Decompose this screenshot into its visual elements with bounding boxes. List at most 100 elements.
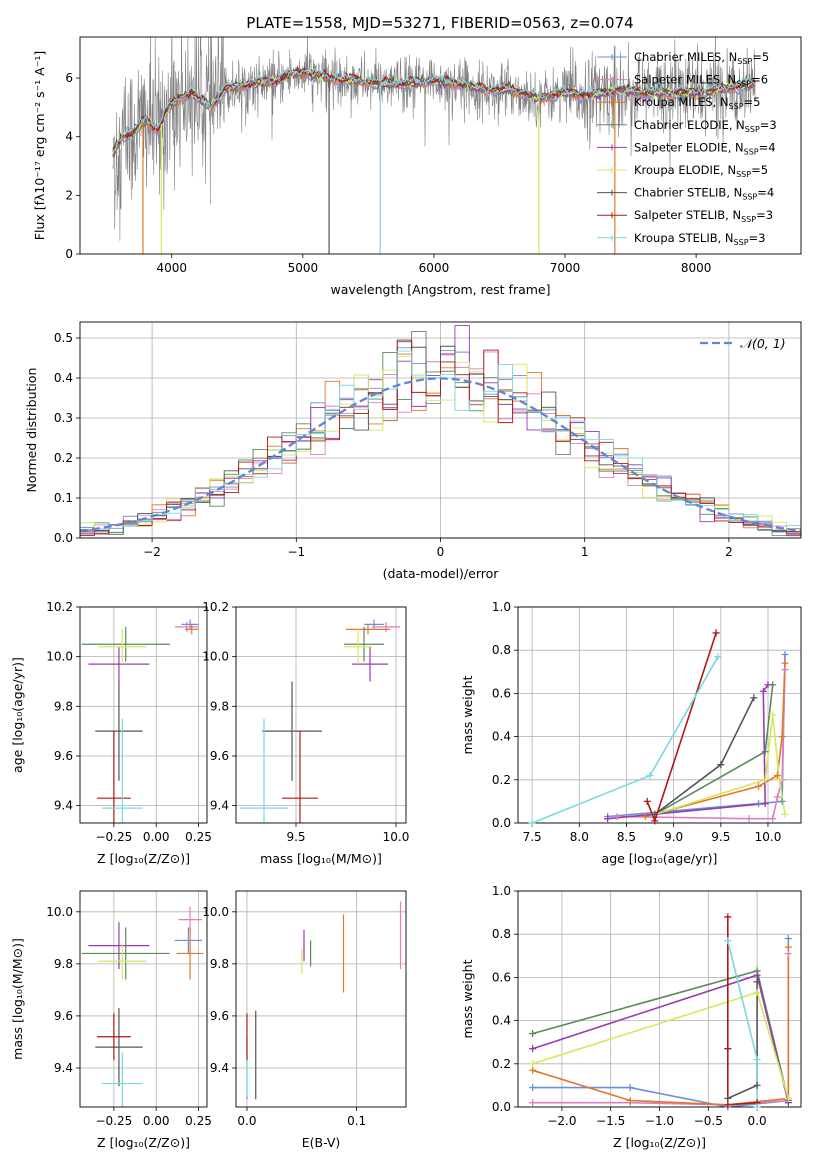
y-tick-label: 9.8	[54, 957, 73, 971]
series-marker	[753, 1081, 761, 1089]
legend-subscript: SSP	[745, 125, 760, 134]
series-marker	[651, 810, 659, 818]
plot-area-mass_vs_ebv	[246, 901, 402, 1100]
series-marker	[753, 1055, 761, 1063]
series-marker	[529, 1066, 537, 1074]
axes-spectrum: 4000 5000 6000 7000 8000 0 2 4 6 wavelength [Angs…	[32, 36, 802, 297]
y-tick-label: 10.0	[202, 650, 229, 664]
x-axis-label: age [log₁₀(age/yr)]	[602, 851, 718, 866]
x-tick-label: 0	[437, 545, 445, 559]
axes-age_vs_Z: −0.25 0.00 0.25 9.4 9.6 9.8 10.0 10.2 Z [log₁₀(Z…	[10, 600, 212, 866]
series-marker	[724, 937, 732, 945]
x-tick-label: −1.0	[645, 1114, 674, 1128]
axes-residuals: −2 −1 0 1 2 0.0 0.1 0.2 0.3 0.4 0.5 (data-model)/er…	[24, 321, 802, 581]
plot-area-age_vs_Z	[81, 619, 199, 823]
series-marker	[781, 810, 789, 818]
x-tick-label: −1.5	[596, 1114, 625, 1128]
x-tick-label: 0.1	[347, 1114, 366, 1128]
y-tick-label: 10.2	[202, 600, 229, 614]
series-marker	[745, 815, 753, 823]
x-axis-label: E(B-V)	[302, 1135, 341, 1150]
series-marker	[750, 694, 758, 702]
series-marker	[529, 1084, 537, 1092]
series-marker	[613, 813, 621, 821]
legend-suffix: =5	[744, 95, 761, 109]
y-tick-label: 9.4	[210, 1061, 229, 1075]
model-spectrum-line	[112, 67, 756, 149]
x-tick-label: −2.0	[547, 1114, 576, 1128]
y-tick-label: 10.0	[46, 650, 73, 664]
series-marker	[761, 748, 769, 756]
series-marker	[626, 1084, 634, 1092]
series-marker	[755, 800, 763, 808]
x-tick-label: 9.0	[664, 830, 683, 844]
weight-series-line	[532, 947, 790, 1106]
x-tick-label: 6000	[419, 261, 450, 275]
x-tick-label: 9.5	[286, 830, 305, 844]
x-tick-label: 10.0	[383, 830, 410, 844]
y-tick-label: 9.6	[54, 749, 73, 763]
plot-area-weight_vs_Z	[532, 916, 790, 1107]
x-tick-label: 7000	[550, 261, 581, 275]
x-tick-label: 5000	[288, 261, 319, 275]
legend-subscript: SSP	[741, 215, 756, 224]
x-tick-label: 0.25	[185, 830, 212, 844]
y-axis-label: mass weight	[460, 959, 475, 1038]
legend-subscript: SSP	[736, 170, 751, 179]
y-tick-label: 10.0	[202, 905, 229, 919]
normal-curve-line	[80, 377, 801, 533]
legend-subscript: SSP	[734, 238, 749, 247]
weight-series-line	[531, 656, 719, 823]
y-tick-label: 0.4	[492, 1014, 511, 1028]
axes-age_vs_mass: 9.5 10.0 9.4 9.6 9.8 10.0 10.2 mass [log₁₀(M/M⊙…	[202, 600, 410, 866]
legend-label: 𝒩(0, 1)	[740, 336, 786, 351]
series-marker	[529, 1099, 537, 1107]
x-tick-label: −0.25	[95, 1114, 132, 1128]
x-tick-label: −1	[287, 545, 305, 559]
x-axis-label: Z [log₁₀(Z/Z⊙)]	[97, 851, 190, 866]
axes-frame	[517, 890, 802, 1108]
series-marker	[528, 819, 536, 827]
axes-frame	[79, 36, 802, 255]
series-marker	[781, 659, 789, 667]
legend-label: Salpeter MILES, NSSP=6	[634, 73, 768, 89]
model-spectrum-line	[112, 67, 756, 152]
y-axis-label: mass [log₁₀(M/M⊙)]	[10, 938, 25, 1060]
legend: Chabrier MILES, NSSP=5 Salpeter MILES, NS…	[597, 50, 777, 247]
x-tick-label: 8.0	[570, 830, 589, 844]
x-tick-label: −0.5	[694, 1114, 723, 1128]
legend: 𝒩(0, 1)	[700, 336, 786, 351]
y-tick-label: 2	[65, 188, 73, 202]
series-marker	[769, 711, 777, 719]
x-tick-label: 4000	[156, 261, 187, 275]
series-marker	[712, 629, 720, 637]
axes-frame	[517, 606, 802, 824]
series-marker	[759, 687, 767, 695]
chart-title: PLATE=1558, MJD=53271, FIBERID=0563, z=0…	[246, 14, 633, 32]
series-marker	[646, 771, 654, 779]
y-tick-label: 9.6	[54, 1009, 73, 1023]
axes-weight_vs_age: 7.5 8.0 8.5 9.0 9.5 10.0 0.0 0.2 0.4 0.6 0.8 1.0 age…	[460, 600, 802, 866]
series-marker	[784, 943, 792, 951]
weight-series-line	[654, 684, 774, 816]
x-axis-label: mass [log₁₀(M/M⊙)]	[260, 851, 382, 866]
y-tick-label: 0.8	[492, 643, 511, 657]
legend-suffix: =6	[751, 73, 768, 87]
series-marker	[714, 653, 722, 661]
x-axis-label: (data-model)/error	[383, 566, 500, 581]
series-marker	[717, 761, 725, 769]
legend-subscript: SSP	[744, 147, 759, 156]
legend-label: Chabrier ELODIE, NSSP=3	[634, 118, 777, 134]
x-tick-label: 7.5	[523, 830, 542, 844]
x-tick-label: 0.0	[748, 1114, 767, 1128]
y-tick-label: 9.8	[210, 957, 229, 971]
y-tick-label: 9.6	[210, 1009, 229, 1023]
series-marker	[753, 1103, 761, 1111]
series-marker	[724, 913, 732, 921]
series-marker	[773, 771, 781, 779]
y-tick-label: 9.4	[54, 1061, 73, 1075]
y-axis-label: Flux [fλ10⁻¹⁷ erg cm⁻² s⁻¹ A⁻¹]	[32, 51, 47, 240]
y-tick-label: 9.6	[210, 749, 229, 763]
axes-frame	[79, 606, 208, 824]
axes-mass_vs_Z: −0.25 0.00 0.25 9.4 9.6 9.8 10.0 Z [log₁₀(Z/Z⊙)…	[10, 890, 212, 1150]
